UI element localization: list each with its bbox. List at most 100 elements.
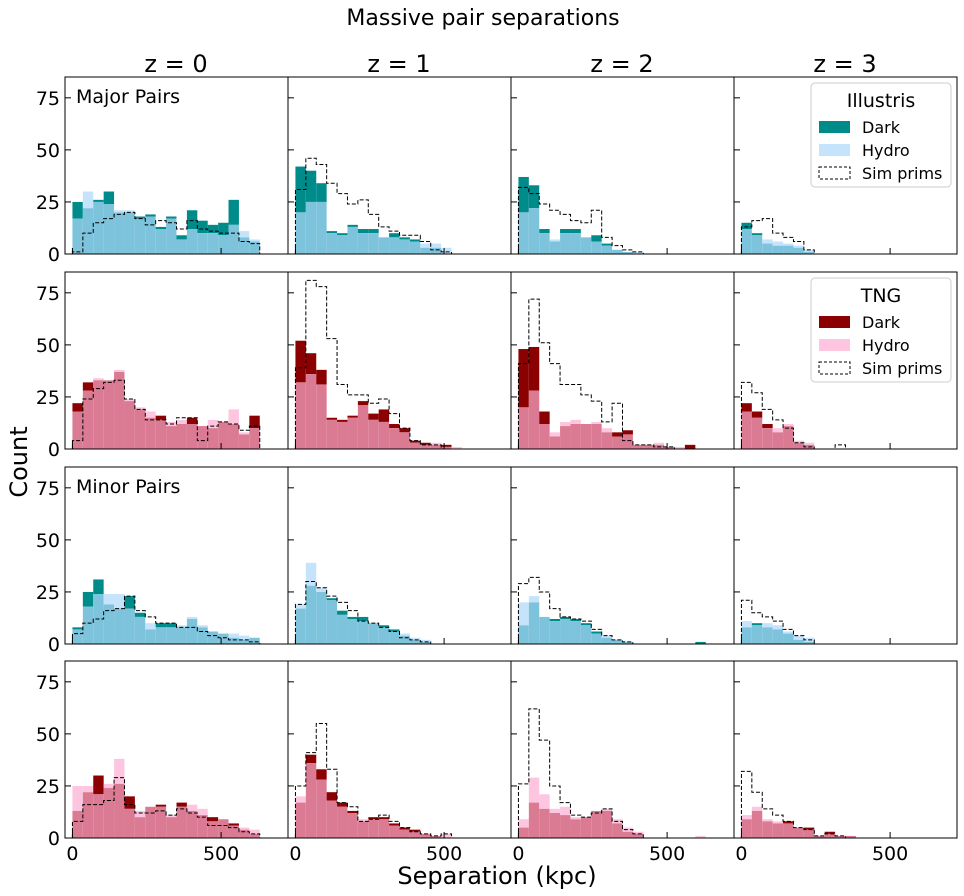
legend-swatch	[819, 362, 850, 374]
bar-dark-excess	[752, 623, 762, 625]
bar-dark-excess	[623, 430, 633, 434]
legend-title: Illustris	[847, 90, 916, 112]
bar-overlap	[358, 405, 368, 449]
y-tick-label: 75	[36, 283, 60, 305]
y-tick-label: 75	[36, 88, 60, 110]
bar-dark-excess	[72, 202, 82, 219]
bar-overlap	[337, 422, 347, 449]
bar-dark-excess	[306, 353, 316, 374]
bar-overlap	[104, 788, 114, 838]
column-title-z2: z = 2	[590, 50, 653, 78]
bar-overlap	[591, 242, 601, 254]
bar-dark-excess	[306, 755, 316, 763]
bar-overlap	[337, 807, 347, 838]
bar-overlap	[114, 609, 124, 644]
bar-hydro-excess	[400, 634, 410, 636]
x-tick-label: 0	[512, 843, 524, 865]
bar-overlap	[783, 634, 793, 644]
bar-overlap	[529, 208, 539, 254]
bar-dark-excess	[156, 416, 166, 420]
bar-overlap	[249, 638, 259, 644]
bar-overlap	[560, 619, 570, 644]
bar-overlap	[166, 426, 176, 449]
bar-hydro-excess	[208, 420, 218, 428]
column-title-z0: z = 0	[144, 50, 207, 78]
bar-dark-excess	[83, 382, 93, 390]
bar-overlap	[550, 813, 560, 838]
bar-hydro-excess	[741, 621, 751, 627]
bar-overlap	[239, 640, 249, 644]
bar-overlap	[135, 409, 145, 449]
bar-hydro-excess	[145, 412, 155, 418]
bar-hydro-excess	[114, 759, 124, 784]
bar-dark-excess	[93, 579, 103, 594]
bar-overlap	[602, 432, 612, 449]
bar-overlap	[135, 219, 145, 254]
bar-overlap	[124, 809, 134, 838]
y-tick-label: 50	[36, 724, 60, 746]
bar-dark-excess	[337, 803, 347, 807]
bar-overlap	[570, 819, 580, 838]
bar-overlap	[762, 244, 772, 254]
bar-hydro-excess	[762, 623, 772, 627]
bar-dark-excess	[358, 401, 368, 405]
y-tick-label: 25	[36, 387, 60, 409]
bar-dark-excess	[166, 217, 176, 219]
bar-dark-excess	[389, 233, 399, 237]
bar-hydro-excess	[560, 422, 570, 426]
bar-overlap	[208, 233, 218, 254]
bar-overlap	[239, 434, 249, 449]
bar-overlap	[752, 811, 762, 838]
bar-overlap	[752, 235, 762, 254]
bar-overlap	[591, 634, 601, 644]
bar-overlap	[316, 202, 326, 254]
bar-overlap	[420, 445, 430, 449]
bar-dark-excess	[83, 592, 93, 607]
bar-overlap	[570, 233, 580, 254]
panel-r2-c2	[511, 467, 734, 644]
bar-overlap	[518, 212, 528, 254]
bar-overlap	[218, 819, 228, 838]
bar-hydro-excess	[441, 248, 451, 254]
bar-overlap	[773, 246, 783, 254]
bar-dark-excess	[539, 229, 549, 233]
x-tick-label: 0	[289, 843, 301, 865]
bar-overlap	[295, 803, 305, 838]
bar-hydro-excess	[229, 634, 239, 638]
bar-overlap	[358, 821, 368, 838]
bar-overlap	[327, 600, 337, 644]
bar-overlap	[156, 420, 166, 449]
bar-hydro-excess	[783, 244, 793, 246]
bar-overlap	[773, 432, 783, 449]
bar-hydro-excess	[550, 809, 560, 813]
bar-overlap	[410, 640, 420, 644]
bar-overlap	[793, 640, 803, 644]
bar-hydro-excess	[239, 828, 249, 830]
legend-label: Dark	[862, 118, 901, 137]
y-tick-label: 0	[48, 244, 60, 266]
panel-r1-c2	[511, 272, 734, 449]
panel-r0-c0: 0255075 Major Pairs	[36, 77, 288, 266]
bar-overlap	[793, 248, 803, 254]
bar-dark-excess	[135, 613, 145, 617]
legend-swatch	[819, 144, 850, 156]
bar-overlap	[124, 212, 134, 254]
bar-dark-excess	[316, 769, 326, 779]
bar-dark-excess	[570, 229, 580, 233]
bar-overlap	[825, 834, 835, 838]
bar-overlap	[197, 233, 207, 254]
bar-overlap	[410, 242, 420, 254]
bar-hydro-excess	[93, 378, 103, 380]
panel-r3-c2: 0 500	[511, 661, 734, 865]
y-tick-label: 0	[48, 634, 60, 656]
panel-r2-c1	[288, 467, 511, 644]
bar-overlap	[208, 428, 218, 449]
bar-overlap	[306, 763, 316, 838]
bar-overlap	[327, 233, 337, 254]
bar-hydro-excess	[197, 625, 207, 627]
bar-hydro-excess	[550, 239, 560, 241]
bar-overlap	[72, 629, 82, 644]
bar-overlap	[156, 807, 166, 838]
bar-overlap	[114, 372, 124, 449]
